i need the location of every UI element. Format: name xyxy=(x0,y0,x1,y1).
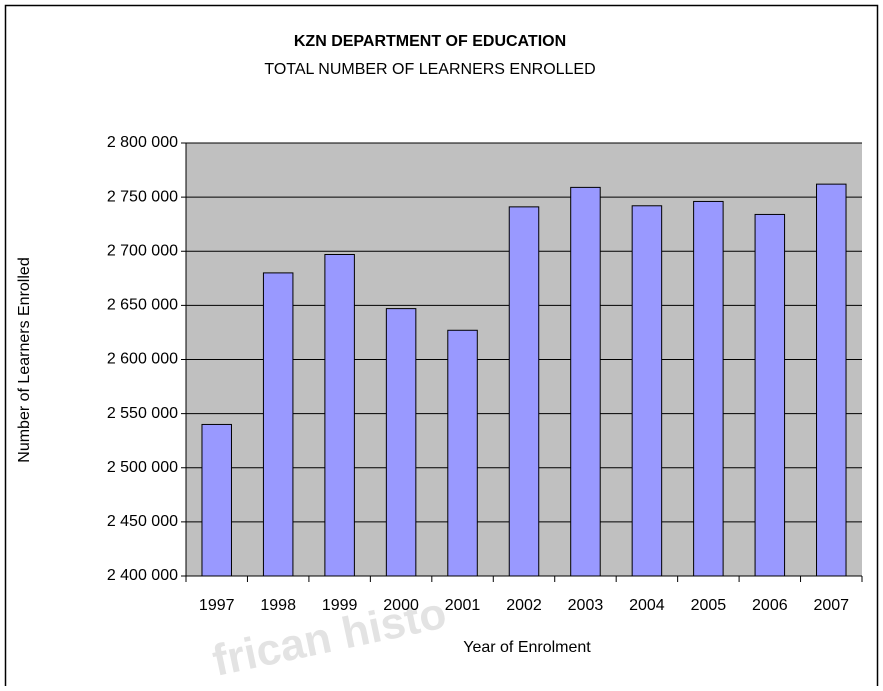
y-tick-label: 2 550 000 xyxy=(107,405,178,422)
x-tick-label: 2004 xyxy=(629,597,665,614)
chart-title: KZN DEPARTMENT OF EDUCATION xyxy=(294,33,566,50)
bar xyxy=(447,329,478,577)
bar xyxy=(201,423,232,577)
bar xyxy=(508,206,540,577)
y-tick-label: 2 400 000 xyxy=(107,567,178,584)
x-tick-label: 2007 xyxy=(813,597,849,614)
x-tick-label: 1999 xyxy=(322,597,358,614)
x-tick-label: 2003 xyxy=(568,597,604,614)
bar xyxy=(693,200,724,577)
x-tick-label: 2001 xyxy=(445,597,481,614)
y-tick-label: 2 700 000 xyxy=(107,242,178,259)
y-tick-label: 2 750 000 xyxy=(107,188,178,205)
bar xyxy=(262,272,294,577)
bar xyxy=(324,253,355,577)
x-tick-label: 2000 xyxy=(383,597,419,614)
bar xyxy=(385,308,417,577)
chart-subtitle: TOTAL NUMBER OF LEARNERS ENROLLED xyxy=(264,61,595,78)
x-tick-label: 1998 xyxy=(260,597,296,614)
y-tick-label: 2 500 000 xyxy=(107,459,178,476)
x-tick-label: 2005 xyxy=(691,597,727,614)
x-tick-label: 2006 xyxy=(752,597,788,614)
x-tick-label: 1997 xyxy=(199,597,235,614)
bar xyxy=(570,186,601,577)
bar xyxy=(631,205,663,577)
x-axis-title: Year of Enrolment xyxy=(463,639,591,656)
y-tick-label: 2 650 000 xyxy=(107,297,178,314)
y-tick-label: 2 800 000 xyxy=(107,134,178,151)
bar xyxy=(754,213,786,577)
x-tick-label: 2002 xyxy=(506,597,542,614)
bar xyxy=(816,183,847,577)
y-axis-title: Number of Learners Enrolled xyxy=(16,257,33,462)
y-tick-label: 2 600 000 xyxy=(107,351,178,368)
y-tick-label: 2 450 000 xyxy=(107,513,178,530)
